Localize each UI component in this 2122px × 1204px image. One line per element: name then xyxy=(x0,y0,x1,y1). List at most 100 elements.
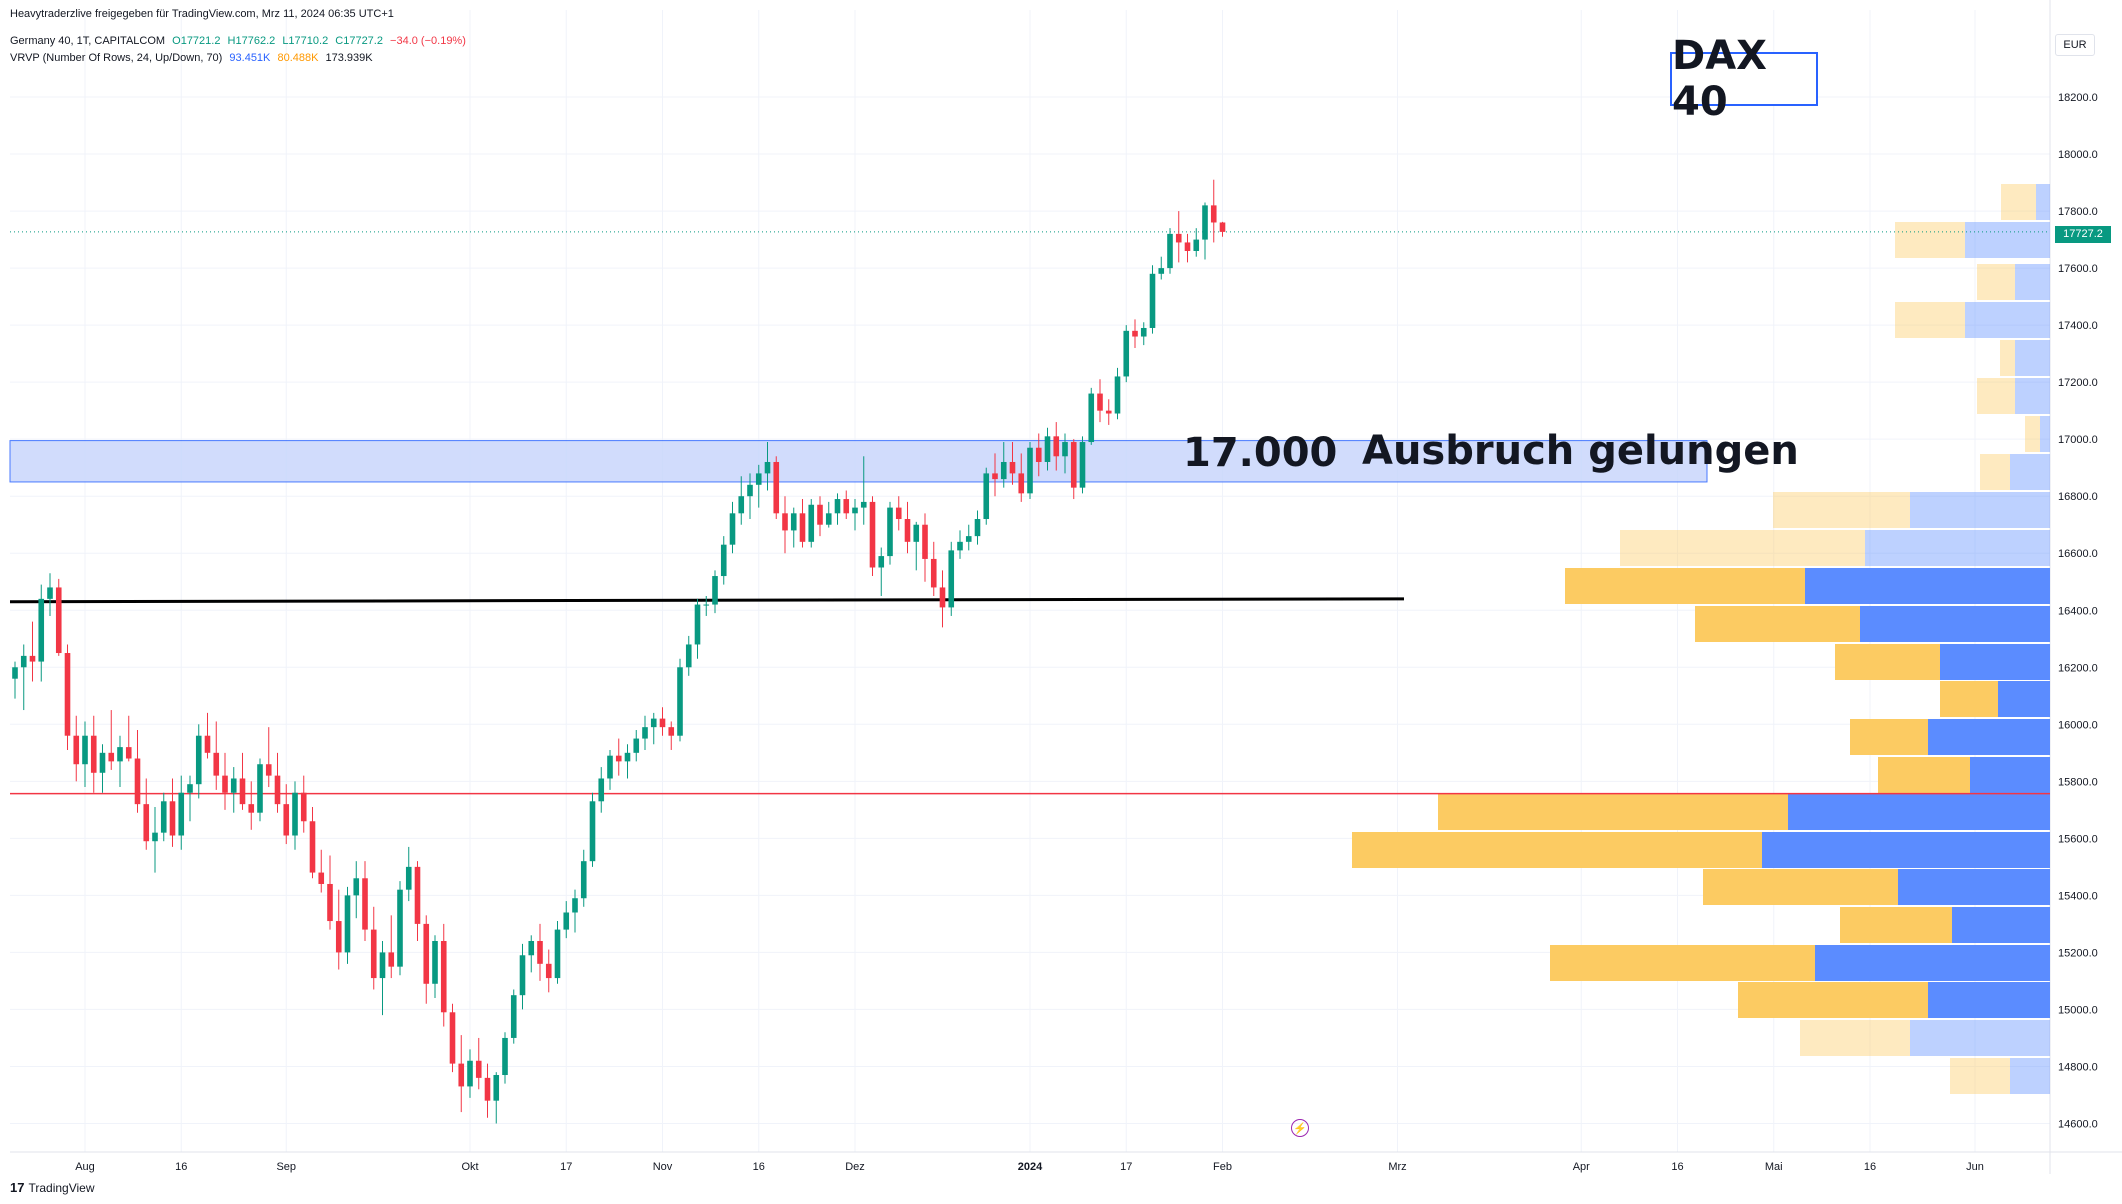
candle-body xyxy=(169,801,176,836)
candle-body xyxy=(747,484,753,497)
candle-body xyxy=(309,821,316,873)
tradingview-logo[interactable]: 17 TradingView xyxy=(10,1180,95,1195)
currency-button[interactable]: EUR xyxy=(2055,34,2095,56)
volume-profile-up-bar xyxy=(1998,681,2050,717)
ohlc-open: O17721.2 xyxy=(172,35,221,47)
candle-body xyxy=(335,921,342,953)
candle-body xyxy=(353,878,360,896)
candle-body xyxy=(370,929,377,979)
volume-profile-up-bar xyxy=(1865,530,2050,566)
candle-body xyxy=(257,764,263,813)
tv-logo-text: TradingView xyxy=(28,1180,95,1195)
breakout-annotation: Ausbruch gelungen xyxy=(1362,428,1799,474)
volume-profile-down-bar xyxy=(1695,606,1860,642)
candle-body xyxy=(344,895,351,953)
price-tick-label: 17600.0 xyxy=(2058,263,2098,275)
candle-body xyxy=(773,461,780,514)
candle-body xyxy=(204,735,211,753)
volume-profile-down-bar xyxy=(1773,492,1910,528)
candle-body xyxy=(869,501,876,568)
price-tick-label: 16800.0 xyxy=(2058,491,2098,503)
candle-body xyxy=(187,784,193,793)
candle-body xyxy=(922,524,928,559)
candle-body xyxy=(1114,376,1121,414)
candle-body xyxy=(528,941,535,956)
candle-body xyxy=(703,604,710,606)
candle-body xyxy=(1018,473,1025,494)
current-price-label: 17727.2 xyxy=(2055,226,2111,243)
volume-profile-down-bar xyxy=(1438,794,1788,830)
volume-profile-up-bar xyxy=(1898,869,2050,905)
volume-profile-up-bar xyxy=(2010,454,2050,490)
candle-body xyxy=(519,955,526,996)
candle-body xyxy=(729,513,736,545)
candle-body xyxy=(1149,273,1156,328)
candle-body xyxy=(572,898,578,913)
vrvp-label[interactable]: VRVP (Number Of Rows, 24, Up/Down, 70) xyxy=(10,52,223,64)
price-tick-label: 15800.0 xyxy=(2058,776,2098,788)
candle-body xyxy=(948,550,955,608)
candle-body xyxy=(1175,233,1182,243)
candle-body xyxy=(887,507,893,557)
candle-body xyxy=(134,758,141,805)
time-tick-label: Aug xyxy=(75,1161,95,1173)
time-tick-label: Feb xyxy=(1213,1161,1232,1173)
volume-profile-up-bar xyxy=(2010,1058,2050,1094)
candle-body xyxy=(502,1037,508,1076)
volume-profile-up-bar xyxy=(1928,982,2050,1018)
volume-profile-down-bar xyxy=(1940,681,1998,717)
candle-body xyxy=(615,755,622,762)
candle-body xyxy=(55,587,62,654)
candle-body xyxy=(292,792,298,836)
candle-body xyxy=(449,1012,456,1064)
candle-body xyxy=(388,952,395,967)
candle-body xyxy=(537,941,543,964)
candle-body xyxy=(248,804,255,813)
candle-body xyxy=(633,738,640,753)
candle-body xyxy=(213,752,220,776)
candle-body xyxy=(73,735,80,765)
volume-profile-up-bar xyxy=(1910,1020,2050,1056)
level-annotation: 17.000 xyxy=(1183,430,1338,476)
volume-profile-up-bar xyxy=(1952,907,2050,943)
candle-body xyxy=(843,499,850,514)
symbol-ohlc-line: Germany 40, 1T, CAPITALCOM O17721.2 H177… xyxy=(10,35,470,47)
candle-body xyxy=(117,747,123,762)
candle-body xyxy=(230,778,237,793)
candle-body xyxy=(589,801,596,862)
candle-body xyxy=(1184,242,1191,251)
candle-body xyxy=(1202,205,1208,240)
candle-body xyxy=(239,778,246,805)
candle-body xyxy=(904,519,911,542)
candle-body xyxy=(668,727,675,736)
symbol-name[interactable]: Germany 40, 1T, CAPITALCOM xyxy=(10,35,166,47)
volume-profile-down-bar xyxy=(1878,757,1970,793)
candle-body xyxy=(432,941,438,984)
breakout-zone xyxy=(9,440,1708,483)
volume-profile-down-bar xyxy=(2000,340,2015,376)
volume-profile-down-bar xyxy=(1800,1020,1910,1056)
candle-body xyxy=(152,832,158,842)
candle-body xyxy=(1097,393,1103,411)
volume-profile-down-bar xyxy=(1620,530,1865,566)
vrvp-line: VRVP (Number Of Rows, 24, Up/Down, 70) 9… xyxy=(10,52,377,64)
candle-body xyxy=(379,952,386,979)
price-tick-label: 15400.0 xyxy=(2058,890,2098,902)
candle-body xyxy=(983,473,990,520)
candle-body xyxy=(624,752,631,762)
candle-body xyxy=(1219,222,1226,232)
time-tick-label: Dez xyxy=(845,1161,865,1173)
candle-body xyxy=(860,501,867,508)
ohlc-high: H17762.2 xyxy=(227,35,276,47)
vrvp-total-volume: 173.939K xyxy=(325,52,373,64)
flash-icon[interactable]: ⚡ xyxy=(1291,1119,1309,1137)
attribution-text: Heavytraderzlive freigegeben für Trading… xyxy=(10,8,394,20)
volume-profile-down-bar xyxy=(2001,184,2036,220)
candle-body xyxy=(834,499,841,514)
candle-body xyxy=(1140,327,1147,337)
vrvp-down-volume: 80.488K xyxy=(277,52,319,64)
ohlc-change: −34.0 (−0.19%) xyxy=(390,35,466,47)
candle-body xyxy=(642,727,648,739)
candle-body xyxy=(64,653,71,736)
